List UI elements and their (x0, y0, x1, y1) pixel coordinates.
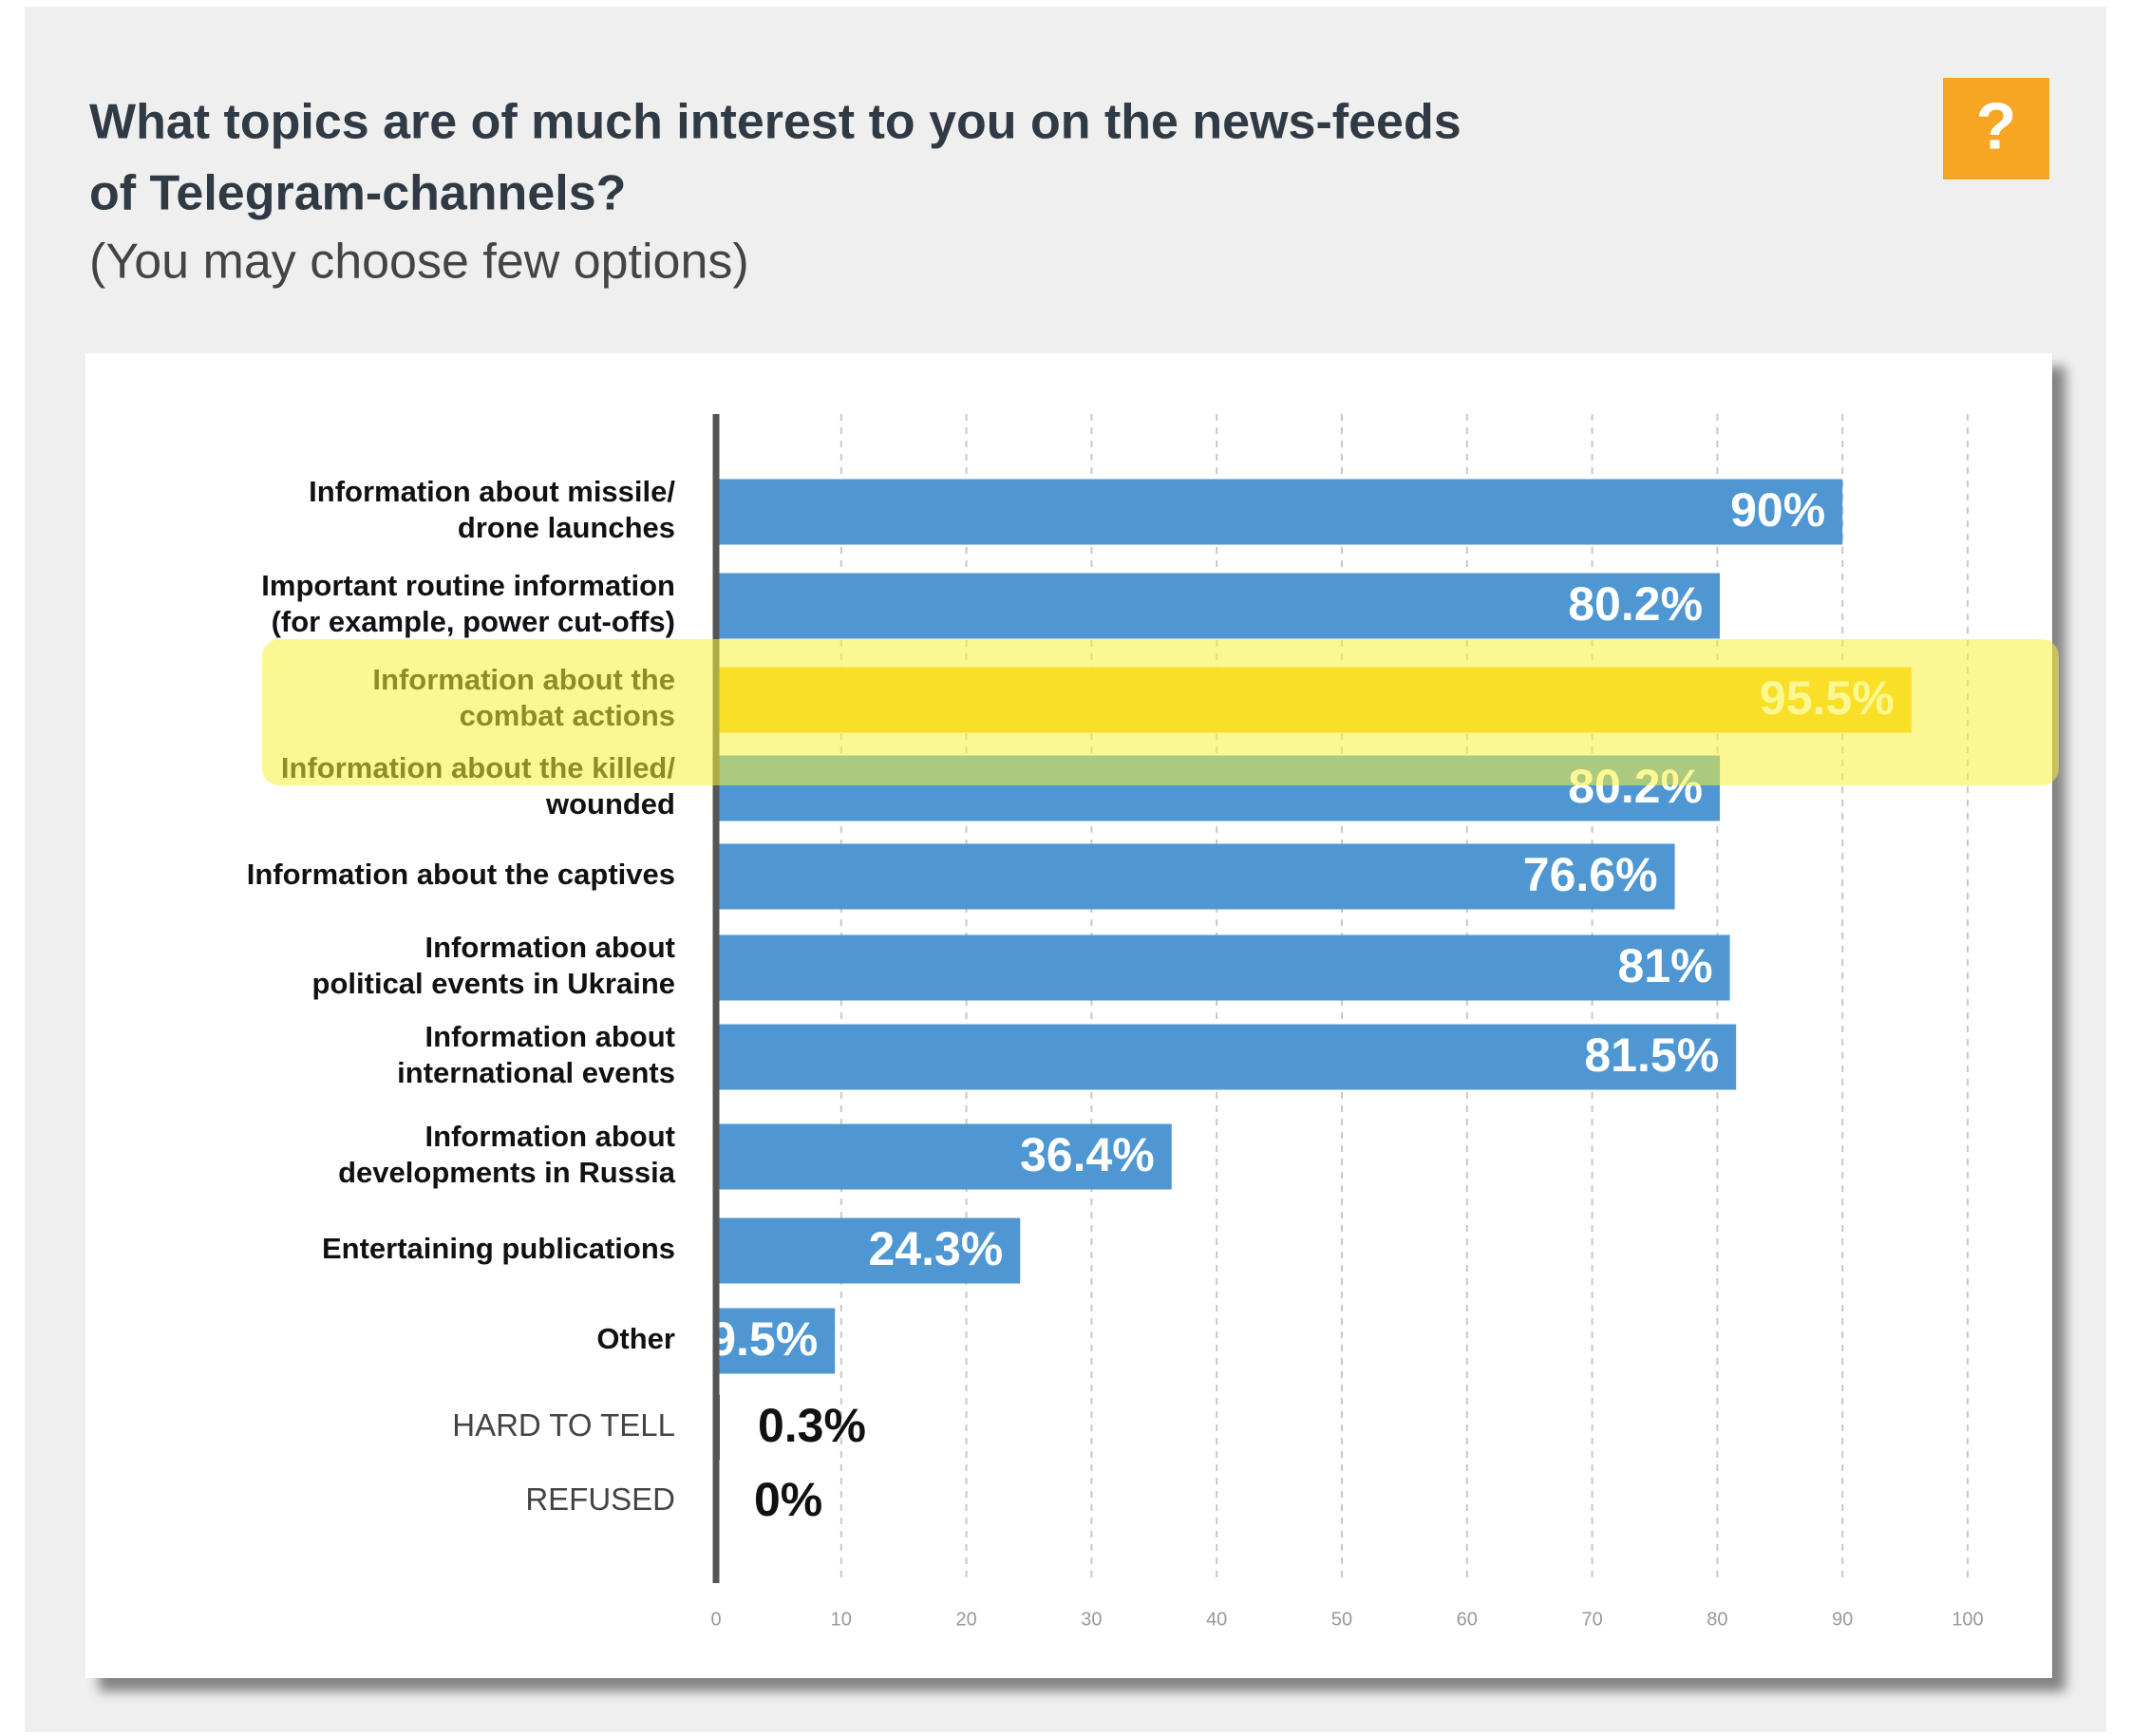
panel (85, 353, 2052, 1678)
help-icon-text: ? (1976, 88, 2017, 162)
value-label: 36.4% (1020, 1128, 1155, 1181)
highlight (262, 639, 2059, 785)
x-tick-label: 0 (710, 1609, 721, 1630)
x-tick-label: 30 (1081, 1609, 1102, 1630)
x-tick-label: 40 (1206, 1609, 1227, 1630)
x-tick-label: 70 (1581, 1609, 1602, 1630)
value-label: 76.6% (1523, 848, 1658, 901)
category-label: Other (596, 1322, 675, 1355)
value-label: 24.3% (868, 1222, 1003, 1275)
bar (716, 1024, 1737, 1090)
value-label: 81% (1618, 939, 1713, 992)
category-label: Information about international events (397, 1020, 675, 1089)
category-label: Information about missile/drone launches (309, 475, 675, 544)
bar (716, 479, 1843, 545)
x-tick-label: 60 (1457, 1609, 1478, 1630)
x-tick-label: 90 (1832, 1609, 1853, 1630)
bar (716, 1308, 836, 1374)
chart-subtitle: (You may choose few options) (89, 235, 749, 290)
category-label: HARD TO TELL (452, 1407, 675, 1443)
bar (716, 1123, 1172, 1190)
bar (716, 573, 1721, 639)
x-tick-label: 10 (831, 1609, 852, 1630)
bar (716, 934, 1730, 1001)
category-label: Information about developments in Russia (338, 1120, 676, 1189)
category-label: Information about political events in Ukr… (312, 931, 675, 1000)
x-tick-label: 80 (1707, 1609, 1727, 1630)
value-label: 0.3% (758, 1399, 866, 1452)
category-label: Important routine information (for exampl… (261, 569, 675, 638)
bar (716, 843, 1675, 910)
category-label: REFUSED (525, 1481, 675, 1517)
bar (716, 1217, 1021, 1284)
value-label: 0% (754, 1473, 822, 1526)
value-label: 9.5% (709, 1312, 818, 1366)
chart-title: of Telegram-channels? (89, 166, 626, 221)
help-icon (1943, 78, 2049, 179)
value-label: 81.5% (1584, 1028, 1719, 1082)
x-tick-label: 50 (1331, 1609, 1352, 1630)
value-label: 80.2% (1568, 577, 1703, 631)
chart-title: What topics are of much interest to you … (89, 95, 1462, 150)
x-tick-label: 20 (955, 1609, 976, 1630)
category-label: Entertaining publications (322, 1232, 675, 1265)
category-label: Information about the captives (247, 858, 675, 891)
value-label: 90% (1730, 483, 1825, 537)
x-tick-label: 100 (1952, 1609, 1983, 1630)
